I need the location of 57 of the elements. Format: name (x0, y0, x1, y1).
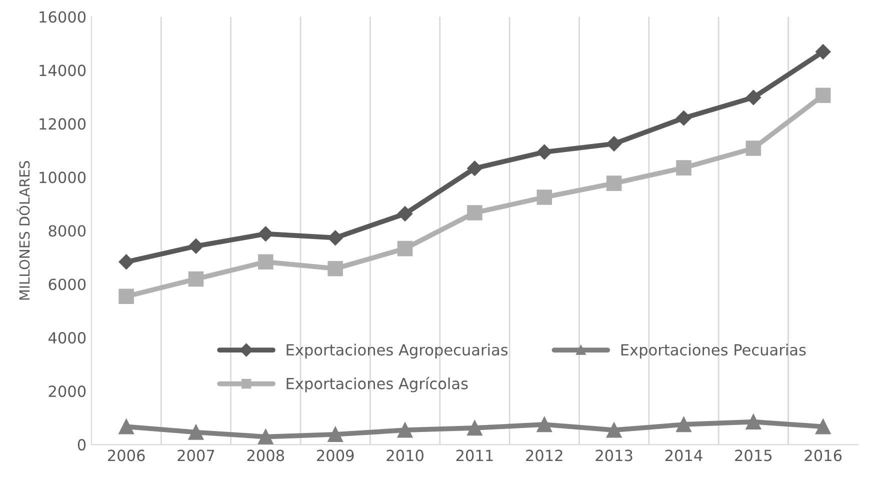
point (328, 230, 343, 246)
x-tick-label: 2008 (247, 450, 284, 462)
legend-label: Exportaciones Agrícolas (286, 376, 468, 392)
y-tick-label: 6000 (48, 278, 86, 290)
point (467, 205, 482, 220)
y-tick-label: 0 (78, 439, 86, 451)
point (536, 144, 552, 160)
x-tick-label: 2016 (804, 450, 842, 462)
point (328, 260, 343, 276)
y-tick-label: 10000 (40, 172, 86, 184)
point (746, 140, 762, 156)
y-tick-label: 14000 (40, 64, 86, 76)
point (397, 240, 413, 256)
point (536, 416, 552, 432)
point (397, 206, 413, 222)
legend-label: Exportaciones Agropecuarias (286, 344, 508, 359)
x-tick-label: 2006 (108, 450, 145, 462)
y-tick-label: 16000 (40, 11, 86, 23)
point (467, 420, 482, 436)
x-tick-label: 2007 (178, 450, 214, 462)
point (118, 288, 134, 304)
point (188, 238, 204, 254)
point (815, 88, 831, 103)
point (258, 429, 274, 444)
point (676, 110, 692, 126)
point (606, 422, 622, 438)
y-tick-label: 8000 (48, 225, 86, 237)
point (397, 422, 413, 438)
point (467, 160, 482, 176)
point (188, 271, 204, 287)
point (258, 226, 274, 242)
point (606, 136, 622, 152)
x-tick-label: 2014 (665, 450, 702, 462)
point (676, 160, 692, 176)
point (118, 418, 134, 434)
x-tick-label: 2009 (317, 450, 354, 462)
y-axis-title: MILLONES DÓLARES (16, 161, 30, 300)
x-tick-label: 2013 (596, 450, 632, 462)
x-tick-label: 2015 (735, 450, 772, 462)
point (328, 426, 343, 442)
point (816, 44, 831, 60)
x-tick-label: 2010 (386, 450, 424, 462)
y-tick-label: 4000 (48, 332, 86, 344)
x-tick-label: 2012 (526, 450, 562, 462)
point (676, 416, 692, 432)
y-tick-label: 12000 (40, 118, 86, 130)
point (746, 90, 761, 106)
point (815, 418, 831, 434)
x-tick-label: 2011 (456, 450, 493, 462)
y-tick-label: 2000 (48, 386, 86, 398)
point (258, 254, 274, 270)
point (746, 414, 762, 430)
point (118, 254, 134, 270)
point (536, 190, 552, 205)
legend-label: Exportaciones Pecuarias (621, 344, 806, 359)
point (188, 424, 204, 440)
point (606, 176, 622, 191)
